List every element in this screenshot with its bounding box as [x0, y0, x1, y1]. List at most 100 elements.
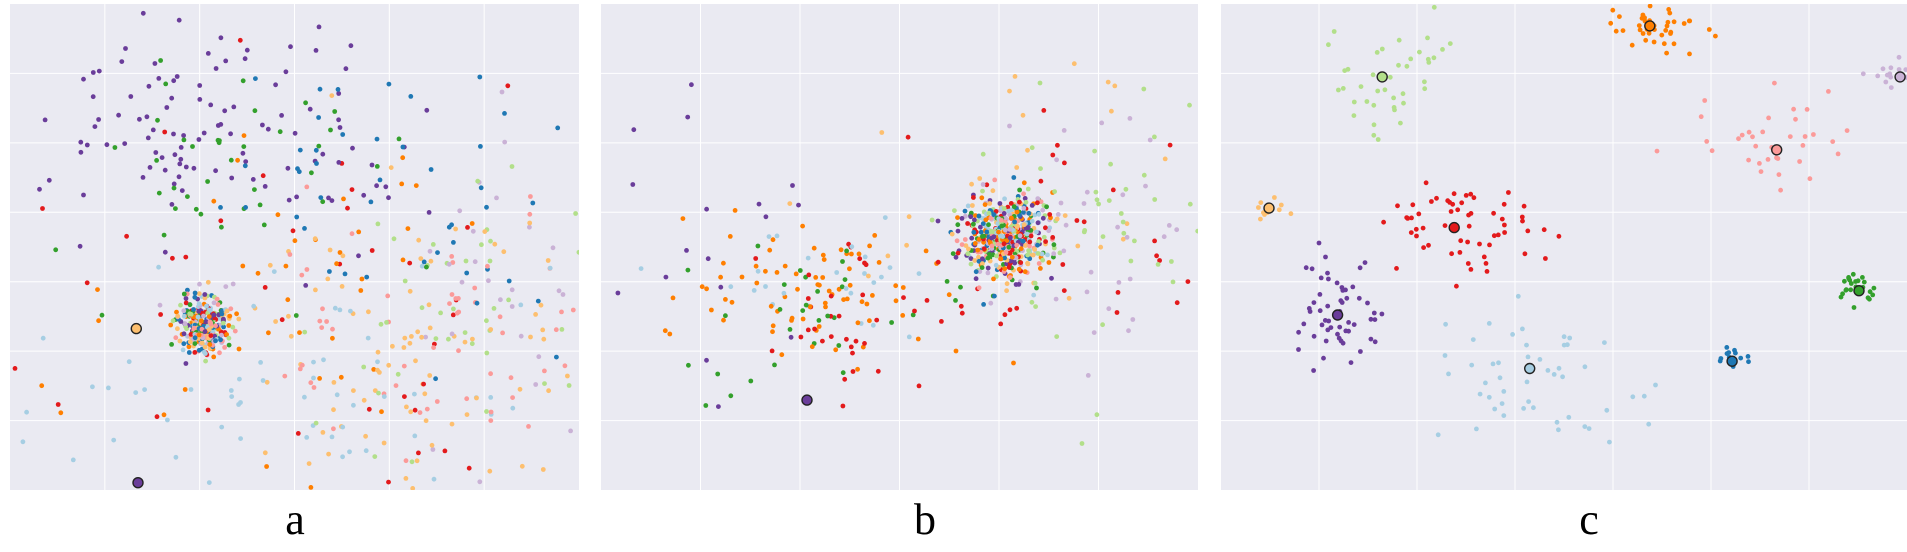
scatter-point: [685, 267, 691, 273]
scatter-point: [334, 392, 340, 398]
scatter-point: [1871, 285, 1877, 291]
scatter-point: [1851, 305, 1857, 310]
scatter-point: [806, 272, 812, 278]
scatter-point: [292, 130, 298, 136]
scatter-point: [371, 367, 377, 372]
scatter-point: [262, 285, 268, 290]
scatter-point: [1105, 79, 1111, 85]
scatter-point: [318, 195, 324, 201]
scatter-point: [116, 112, 121, 118]
scatter-point: [1124, 221, 1130, 227]
scatter-point: [1520, 326, 1525, 332]
scatter-point: [1034, 229, 1039, 235]
scatter-point: [976, 213, 982, 219]
scatter-point: [329, 198, 335, 204]
scatter-point: [230, 281, 236, 287]
scatter-point: [1702, 98, 1708, 103]
scatter-point: [1470, 337, 1476, 342]
scatter-point: [1551, 372, 1557, 377]
scatter-point: [1560, 374, 1565, 380]
scatter-point: [265, 126, 271, 132]
scatter-point: [58, 410, 64, 416]
scatter-point: [1681, 21, 1687, 26]
scatter-point: [240, 263, 246, 269]
scatter-point: [203, 351, 208, 356]
scatter-point: [1610, 7, 1616, 13]
scatter-point: [1350, 284, 1356, 290]
scatter-point: [839, 284, 845, 290]
scatter-point: [363, 433, 368, 439]
scatter-point: [1392, 107, 1397, 113]
scatter-point: [1120, 219, 1126, 225]
scatter-point: [545, 258, 551, 263]
scatter-point: [1465, 261, 1471, 266]
scatter-point: [962, 208, 968, 214]
scatter-point: [431, 476, 437, 482]
scatter-point: [971, 229, 977, 235]
scatter-point: [977, 176, 983, 181]
scatter-point: [546, 388, 551, 394]
scatter-point: [463, 258, 469, 264]
scatter-point: [1061, 288, 1067, 293]
scatter-point: [292, 238, 298, 244]
scatter-point: [1843, 287, 1849, 293]
scatter-point: [848, 290, 854, 296]
scatter-point: [718, 274, 723, 280]
scatter-point: [1036, 261, 1042, 266]
scatter-point: [1613, 28, 1619, 34]
scatter-point: [1447, 200, 1453, 205]
scatter-point: [1038, 266, 1043, 271]
scatter-point: [1106, 306, 1112, 312]
scatter-point: [1061, 128, 1067, 133]
scatter-point: [1469, 362, 1475, 368]
scatter-point: [484, 318, 489, 324]
scatter-point: [501, 249, 507, 255]
panel-label-b: b: [914, 495, 936, 544]
scatter-point: [343, 66, 349, 72]
scatter-point: [790, 183, 795, 188]
scatter-point: [168, 322, 174, 328]
scatter-point: [977, 269, 983, 274]
scatter-point: [485, 263, 490, 269]
scatter-point: [178, 302, 183, 308]
scatter-point: [470, 228, 476, 234]
scatter-point: [1395, 203, 1400, 209]
scatter-point: [988, 300, 994, 306]
scatter-point: [1130, 317, 1136, 322]
scatter-point: [980, 261, 985, 267]
scatter-point: [320, 199, 326, 205]
scatter-point: [264, 464, 269, 469]
scatter-point: [1811, 132, 1816, 137]
scatter-point: [290, 228, 296, 234]
scatter-point: [1043, 225, 1048, 231]
scatter-point: [187, 302, 193, 308]
scatter-point: [1039, 251, 1045, 257]
scatter-point: [856, 251, 862, 257]
scatter-point: [223, 284, 229, 289]
scatter-point: [497, 314, 503, 320]
scatter-point: [1640, 31, 1646, 36]
scatter-point: [228, 388, 234, 393]
scatter-point: [309, 170, 314, 176]
scatter-point: [718, 284, 724, 290]
scatter-point: [262, 450, 268, 456]
scatter-point: [1379, 311, 1385, 317]
scatter-point: [165, 417, 170, 423]
scatter-point: [860, 344, 866, 350]
scatter-point: [855, 320, 861, 326]
scatter-point: [1012, 219, 1017, 225]
scatter-point: [1018, 246, 1024, 252]
highlighted-point: [1853, 285, 1865, 297]
scatter-point: [755, 268, 761, 274]
scatter-point: [1671, 19, 1677, 25]
scatter-point: [1522, 251, 1528, 257]
scatter-point: [302, 394, 307, 400]
scatter-point: [1778, 187, 1783, 193]
scatter-point: [408, 409, 414, 415]
scatter-point: [111, 437, 117, 443]
scatter-point: [849, 251, 854, 257]
scatter-point: [192, 335, 198, 341]
scatter-point: [224, 308, 230, 314]
scatter-point: [391, 236, 397, 242]
scatter-point: [294, 214, 300, 220]
